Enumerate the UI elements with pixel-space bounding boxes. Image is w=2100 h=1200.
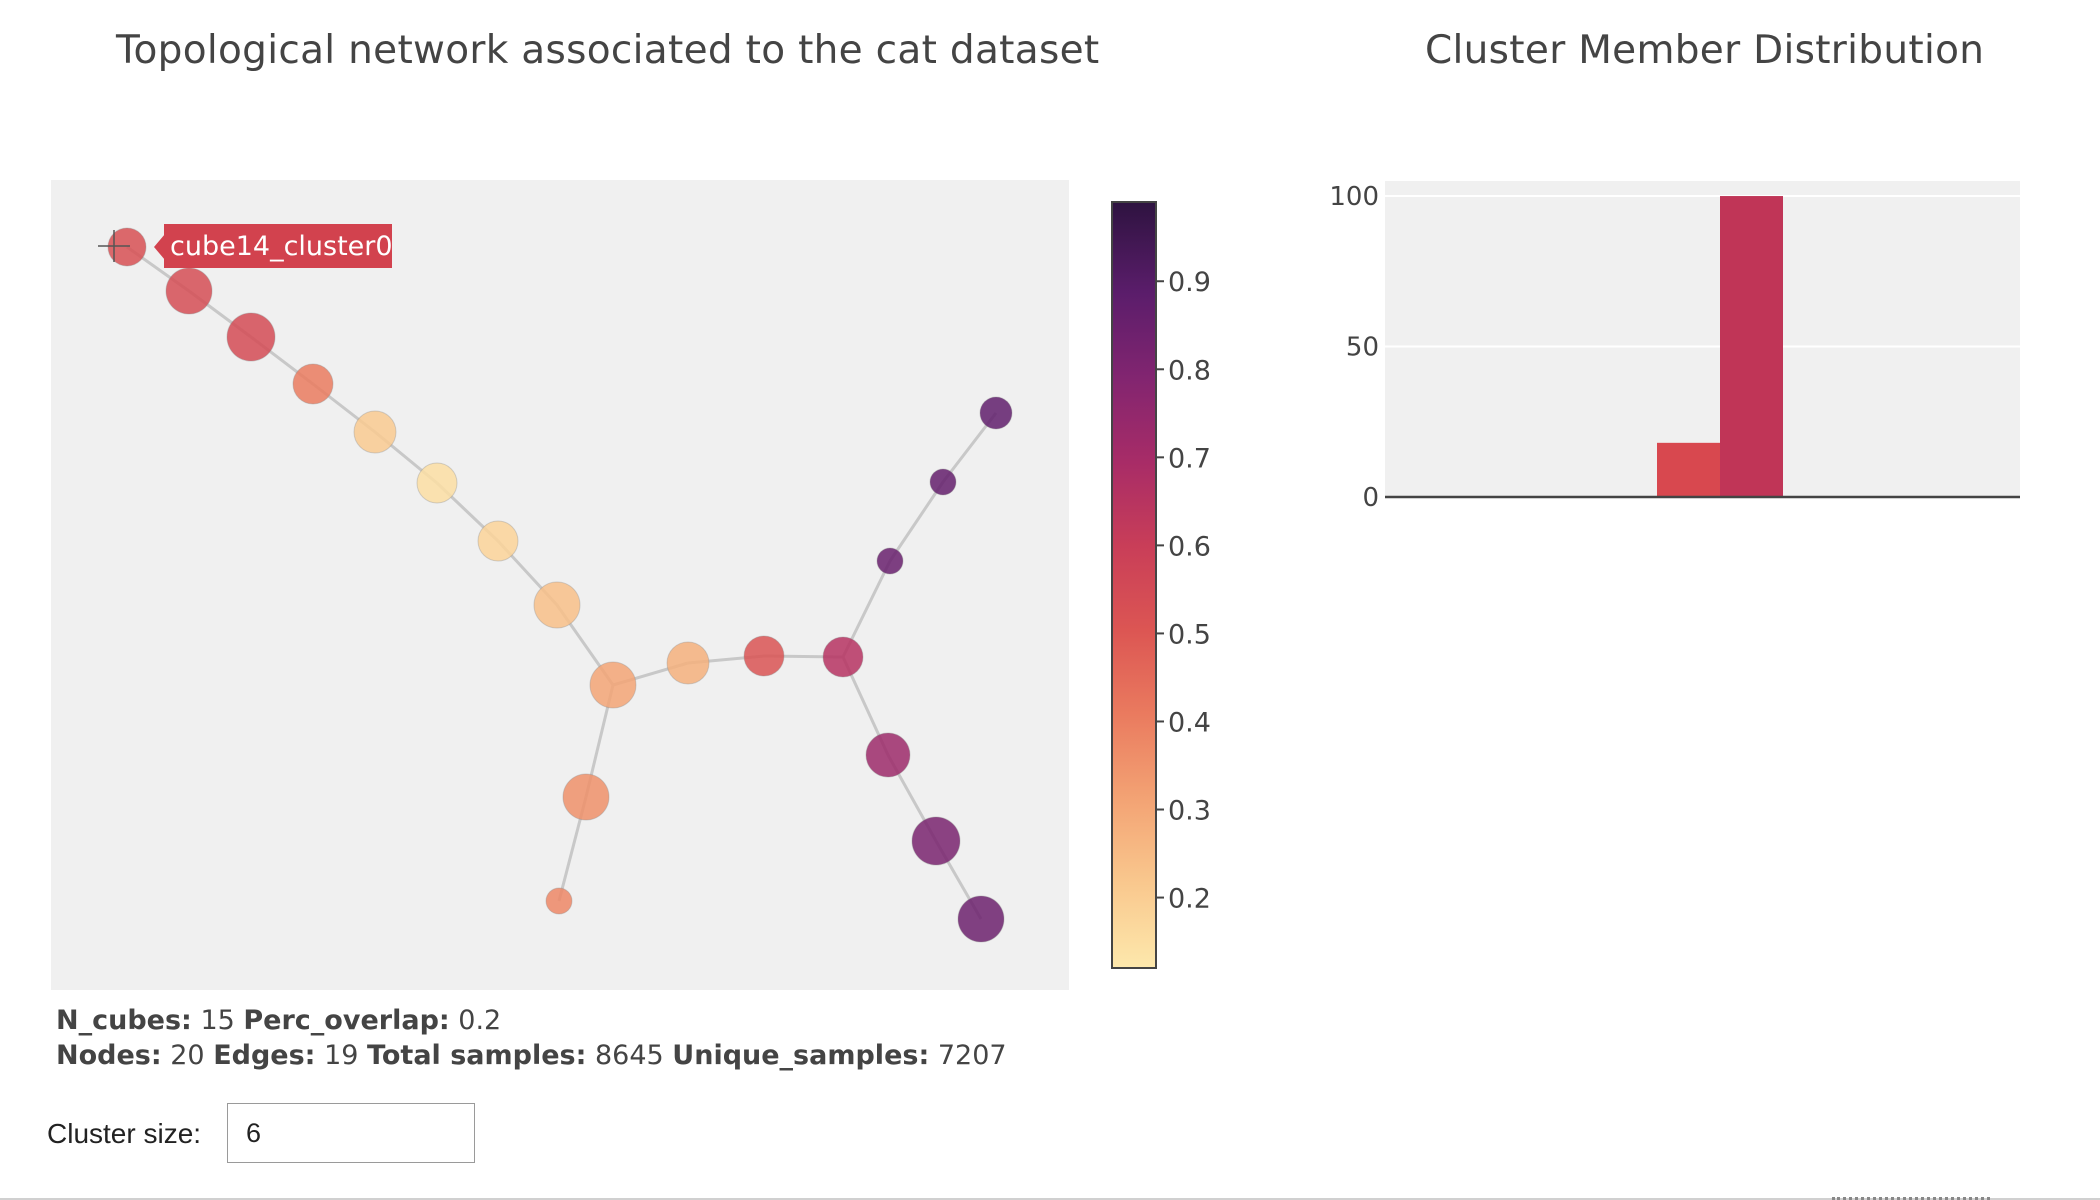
perc-overlap-label: Perc_overlap: [243,1005,450,1036]
perc-overlap-value: 0.2 [458,1005,502,1036]
network-node[interactable] [979,396,1013,430]
hover-tooltip: cube14_cluster0 [98,224,393,268]
network-node[interactable] [666,641,710,685]
bar[interactable] [1657,442,1720,497]
bar-y-ticks: 0 50 100 [1329,182,1379,513]
bottom-divider [0,1198,2100,1200]
network-nodes [107,227,1013,943]
bar[interactable] [1720,196,1783,498]
bar-gridlines [1385,195,2020,348]
network-node[interactable] [743,635,785,677]
network-title: Topological network associated to the ca… [116,28,1100,73]
unique-samples-value: 7207 [937,1040,1007,1071]
nodes-label: Nodes: [56,1040,162,1071]
network-node[interactable] [929,468,957,496]
bar-chart-title: Cluster Member Distribution [1425,28,1985,73]
stats-line-1: N_cubes: 15 Perc_overlap: 0.2 [56,1005,501,1036]
colorbar-ticks: 0.9 0.8 0.7 0.6 0.5 0.4 0.3 0.2 [1156,267,1211,915]
network-node[interactable] [292,363,334,405]
network-node[interactable] [477,520,519,562]
colorbar-tick-label: 0.7 [1168,443,1211,474]
edges-value: 19 [324,1040,359,1071]
hover-tooltip-label: cube14_cluster0 [170,231,393,262]
colorbar: 0.9 0.8 0.7 0.6 0.5 0.4 0.3 0.2 [1111,201,1211,969]
colorbar-tick-label: 0.2 [1168,884,1211,915]
colorbar-gradient [1111,201,1157,969]
bar-y-tick-label: 0 [1362,483,1379,513]
cluster-size-label: Cluster size: [47,1118,202,1149]
colorbar-tick-label: 0.6 [1168,531,1211,562]
network-edge [888,481,945,562]
total-samples-value: 8645 [594,1040,664,1071]
colorbar-tick-label: 0.9 [1168,267,1211,298]
network-node[interactable] [562,773,610,821]
network-node[interactable] [822,636,864,678]
colorbar-tick-label: 0.5 [1168,619,1211,650]
hover-tooltip-pointer [154,234,165,260]
bar-y-tick-label: 100 [1329,182,1379,212]
network-node[interactable] [865,732,911,778]
network-node[interactable] [589,661,637,709]
bar-series [1657,196,1783,498]
resize-grip-icon[interactable] [1832,1187,1990,1200]
nodes-value: 20 [170,1040,205,1071]
network-node[interactable] [545,887,573,915]
hover-tooltip-box [164,224,392,268]
colorbar-tick-label: 0.8 [1168,355,1211,386]
total-samples-label: Total samples: [367,1040,587,1071]
colorbar-tick-label: 0.4 [1168,707,1211,738]
cluster-member-bar-chart[interactable]: 0 50 100 [1320,170,2020,530]
network-node[interactable] [911,816,961,866]
network-node[interactable] [107,227,147,267]
network-node[interactable] [533,581,581,629]
network-node[interactable] [165,267,213,315]
network-node[interactable] [957,895,1005,943]
stats-line-2: Nodes: 20 Edges: 19 Total samples: 8645 … [56,1040,1007,1071]
unique-samples-label: Unique_samples: [672,1040,930,1071]
crosshair-cursor-icon [98,230,130,262]
network-node[interactable] [353,410,397,454]
network-node[interactable] [876,547,904,575]
edges-label: Edges: [213,1040,316,1071]
network-node[interactable] [416,462,458,504]
colorbar-tick-label: 0.3 [1168,796,1211,827]
bar-y-tick-label: 50 [1346,333,1379,363]
network-node[interactable] [226,312,276,362]
n-cubes-value: 15 [200,1005,235,1036]
network-graph[interactable]: cube14_cluster0 [51,180,1069,990]
cluster-size-input[interactable] [227,1103,475,1163]
n-cubes-label: N_cubes: [56,1005,192,1036]
